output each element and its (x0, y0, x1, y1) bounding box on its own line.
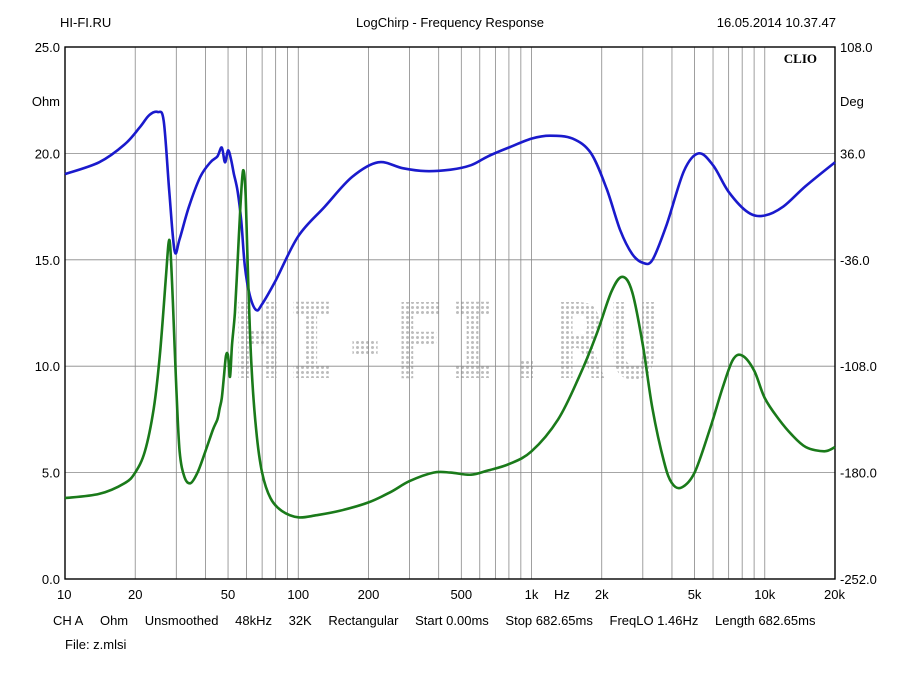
x-tick-label: 10k (754, 587, 775, 602)
y-left-tick-label: 20.0 (35, 146, 60, 161)
unit-setting: Ohm (99, 613, 129, 628)
y-right-tick-label: -108.0 (840, 359, 877, 374)
x-tick-label: 20 (128, 587, 142, 602)
y-right-tick-label: 36.0 (840, 146, 865, 161)
y-right-tick-label: 108.0 (840, 40, 873, 55)
x-tick-label: 100 (287, 587, 309, 602)
start-setting: Start 0.00ms (415, 613, 489, 628)
freqlo-setting: FreqLO 1.46Hz (609, 613, 699, 628)
x-tick-label: 200 (358, 587, 380, 602)
stop-setting: Stop 682.65ms (505, 613, 593, 628)
clio-brand-label: CLIO (784, 51, 817, 66)
x-axis-label: Hz (554, 587, 570, 602)
samplerate-setting: 48kHz (235, 613, 272, 628)
channel-setting: CH A (53, 613, 84, 628)
brand-label: HI-FI.RU (60, 15, 112, 30)
file-label: File: z.mlsi (65, 637, 127, 652)
y-right-axis-label: Deg (840, 94, 864, 109)
x-tick-label: 50 (221, 587, 235, 602)
x-tick-label: 10 (57, 587, 71, 602)
phase-curve (64, 110, 836, 312)
y-left-tick-label: 25.0 (35, 40, 60, 55)
measurement-settings: CH A Ohm Unsmoothed 48kHz 32K Rectangula… (53, 613, 828, 628)
window-setting: Rectangular (328, 613, 399, 628)
y-right-tick-label: -36.0 (840, 253, 870, 268)
chart-title: LogChirp - Frequency Response (356, 15, 544, 30)
y-left-axis-label: Ohm (32, 94, 60, 109)
smoothing-setting: Unsmoothed (144, 613, 219, 628)
x-tick-label: 1k (525, 587, 539, 602)
watermark-text: HI-FI.RU (233, 281, 663, 403)
y-left-tick-label: 5.0 (42, 466, 60, 481)
y-right-tick-label: -252.0 (840, 572, 877, 587)
plot-frame (64, 46, 836, 580)
x-tick-label: 20k (824, 587, 845, 602)
timestamp: 16.05.2014 10.37.47 (716, 15, 836, 30)
x-tick-label: 2k (595, 587, 609, 602)
size-setting: 32K (288, 613, 312, 628)
y-left-tick-label: 10.0 (35, 359, 60, 374)
y-right-tick-label: -180.0 (840, 466, 877, 481)
y-left-tick-label: 15.0 (35, 253, 60, 268)
length-setting: Length 682.65ms (715, 613, 816, 628)
impedance-curve (64, 168, 836, 519)
x-tick-label: 500 (450, 587, 472, 602)
y-left-tick-label: 0.0 (42, 572, 60, 587)
x-tick-label: 5k (688, 587, 702, 602)
